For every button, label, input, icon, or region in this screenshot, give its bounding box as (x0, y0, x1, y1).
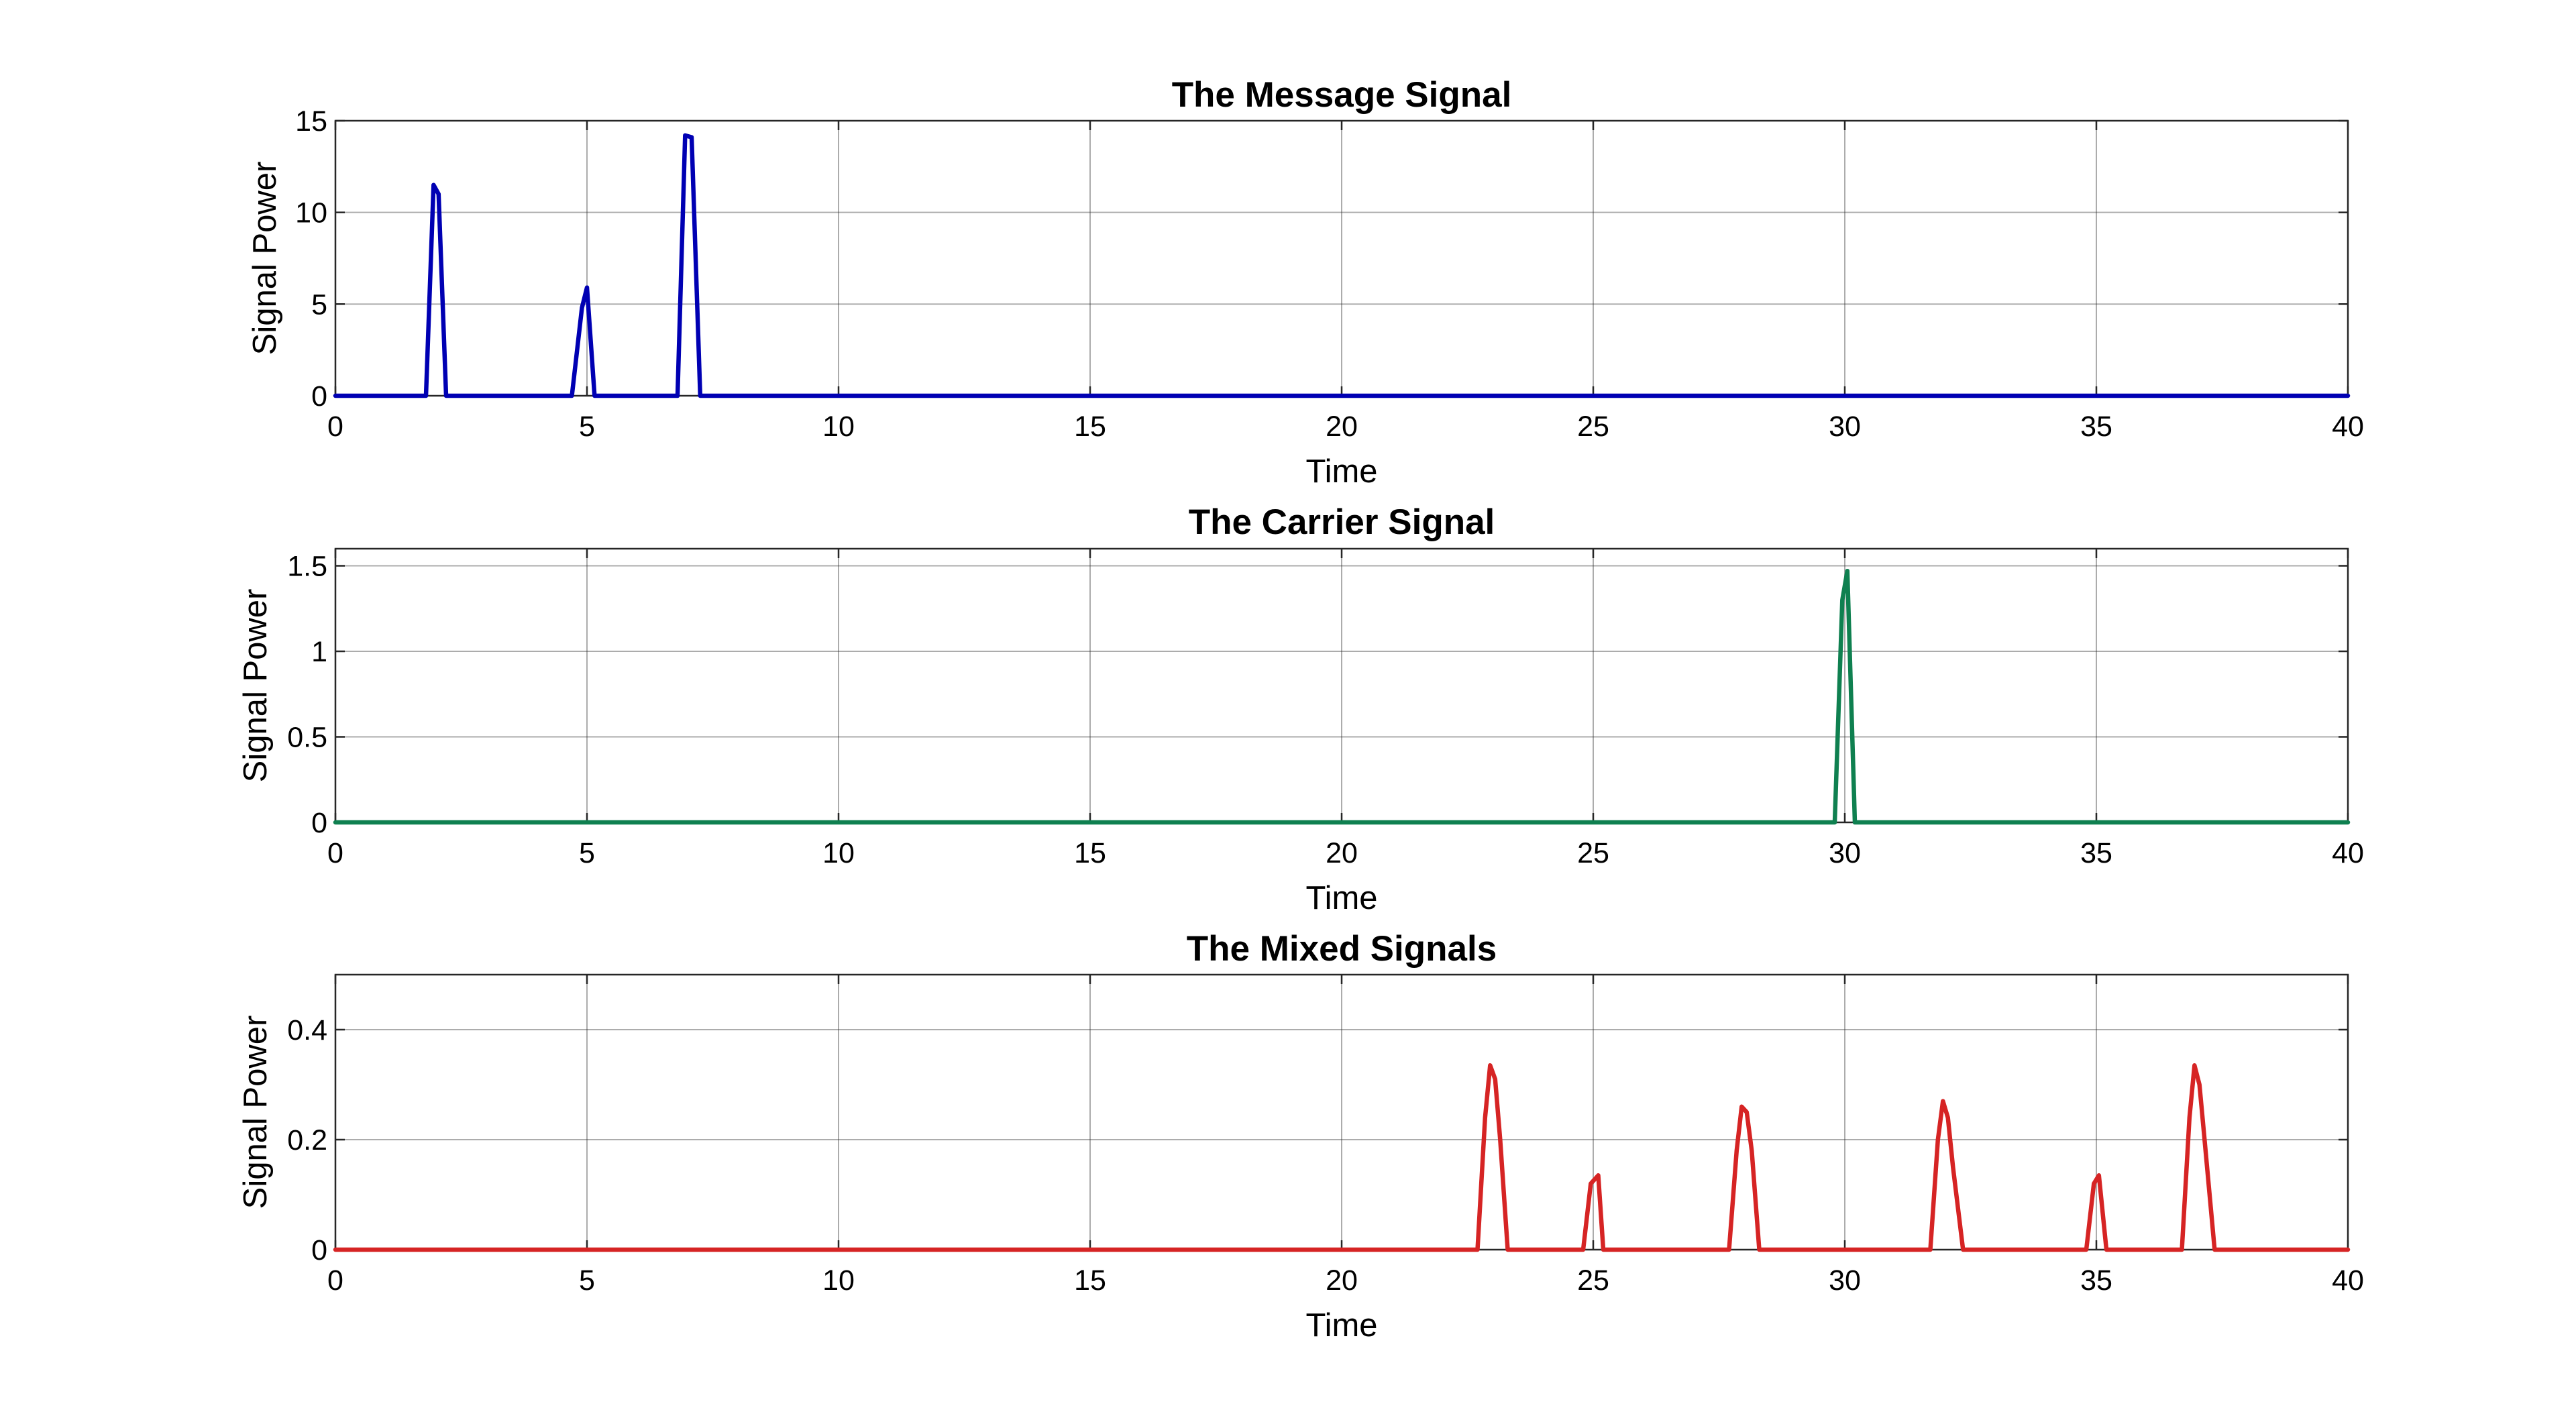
x-tick-label: 25 (1577, 411, 1609, 443)
y-tick-label: 1 (311, 636, 327, 668)
y-tick-label: 0 (311, 1234, 327, 1266)
x-tick-label: 30 (1829, 837, 1861, 869)
x-tick-label: 10 (822, 837, 855, 869)
series-line (333, 1063, 2351, 1252)
x-tick-label: 10 (822, 411, 855, 443)
x-tick-label: 20 (1326, 1264, 1358, 1297)
chart-title: The Mixed Signals (1187, 929, 1497, 969)
x-tick-label: 0 (327, 837, 343, 869)
y-axis-label: Signal Power (247, 162, 283, 356)
x-tick-label: 20 (1326, 411, 1358, 443)
x-ticks: 0 5 10 15 20 25 30 35 40 (327, 975, 2364, 1297)
x-tick-label: 20 (1326, 837, 1358, 869)
y-axis-label: Signal Power (237, 589, 274, 783)
x-axis-label: Time (1305, 1307, 1377, 1344)
y-tick-label: 10 (295, 197, 327, 229)
x-tick-label: 30 (1829, 1264, 1861, 1297)
x-tick-label: 5 (579, 837, 595, 869)
x-tick-label: 15 (1074, 411, 1106, 443)
grid-lines (335, 549, 2349, 823)
x-tick-label: 25 (1577, 1264, 1609, 1297)
grid-lines (335, 975, 2349, 1250)
y-tick-label: 0 (311, 807, 327, 839)
x-tick-label: 40 (2332, 1264, 2364, 1297)
y-tick-label: 15 (295, 105, 327, 138)
y-tick-label: 5 (311, 288, 327, 321)
x-tick-label: 40 (2332, 411, 2364, 443)
x-ticks: 0 5 10 15 20 25 30 35 40 (327, 549, 2364, 869)
x-tick-label: 5 (579, 1264, 595, 1297)
x-axis-label: Time (1305, 880, 1377, 916)
y-tick-label: 0 (311, 380, 327, 413)
y-tick-label: 0.4 (287, 1014, 327, 1046)
x-tick-label: 35 (2080, 837, 2112, 869)
subplot-message: The Message Signal 0 5 10 15 20 25 30 35 40 0 5 10… (247, 75, 2364, 490)
x-tick-label: 0 (327, 1264, 343, 1297)
x-tick-label: 35 (2080, 411, 2112, 443)
x-ticks: 0 5 10 15 20 25 30 35 40 (327, 121, 2364, 443)
x-tick-label: 15 (1074, 1264, 1106, 1297)
y-tick-label: 1.5 (287, 551, 327, 583)
chart-title: The Carrier Signal (1189, 502, 1495, 542)
x-tick-label: 30 (1829, 411, 1861, 443)
x-axis-label: Time (1305, 453, 1377, 490)
x-tick-label: 15 (1074, 837, 1106, 869)
subplot-carrier: The Carrier Signal 0 5 10 15 20 25 30 35 40 0 0.5… (237, 502, 2364, 916)
x-tick-label: 5 (579, 411, 595, 443)
x-tick-label: 0 (327, 411, 343, 443)
y-tick-label: 0.2 (287, 1124, 327, 1156)
subplot-mixed: The Mixed Signals 0 5 10 15 20 25 30 35 40 00.20… (237, 929, 2364, 1344)
y-tick-label: 0.5 (287, 722, 327, 754)
y-ticks: 0 0.5 1 1.5 (287, 551, 2348, 839)
grid-lines (335, 120, 2349, 396)
x-tick-label: 25 (1577, 837, 1609, 869)
x-tick-label: 10 (822, 1264, 855, 1297)
x-tick-label: 35 (2080, 1264, 2112, 1297)
chart-title: The Message Signal (1172, 75, 1512, 115)
y-ticks: 0 0.2 0.4 (287, 1014, 2348, 1266)
series-line (333, 568, 2351, 825)
y-axis-label: Signal Power (237, 1016, 274, 1209)
x-tick-label: 40 (2332, 837, 2364, 869)
y-ticks: 0 5 10 15 (295, 105, 2348, 413)
series-line (333, 133, 2351, 398)
